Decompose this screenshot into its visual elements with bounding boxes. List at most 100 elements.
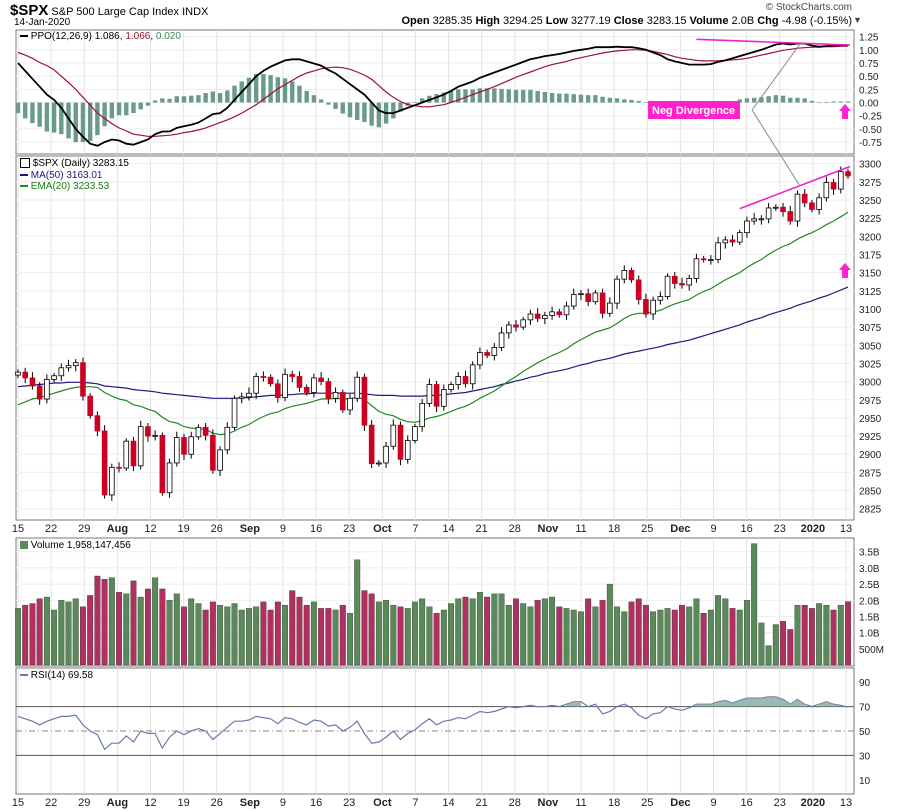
copyright: © StockCharts.com xyxy=(765,2,852,13)
ma-swatch xyxy=(20,174,28,177)
price-tick-label: 3150 xyxy=(859,269,882,280)
candle-body xyxy=(210,434,216,471)
ppo-hist-bar xyxy=(744,98,750,103)
volume-bar xyxy=(231,603,238,666)
candle-body xyxy=(505,324,512,334)
volume-bar xyxy=(534,600,541,666)
price-tick-label: 3275 xyxy=(859,178,882,189)
x-tick-label: 22 xyxy=(45,523,57,535)
candle-body xyxy=(758,218,765,221)
x-tick-label: 23 xyxy=(343,523,355,535)
ppo-hist-bar xyxy=(549,93,555,103)
ppo-hist-bar xyxy=(585,95,591,103)
volume-bar xyxy=(274,601,281,666)
candle-body xyxy=(94,415,101,432)
ppo-hist-bar xyxy=(66,102,71,139)
volume-bar xyxy=(383,600,390,666)
ppo-hist-bar xyxy=(369,102,374,126)
ppo-hist-bar xyxy=(326,102,331,105)
index-name: S&P 500 Large Cap Index xyxy=(51,6,180,18)
price-tick-label: 2825 xyxy=(859,505,882,516)
volume-bar xyxy=(765,645,772,666)
ppo-hist-bar xyxy=(737,99,742,103)
ppo-hist-bar xyxy=(80,102,86,143)
volume-bar xyxy=(527,606,534,666)
candle-body xyxy=(773,206,779,209)
ppo-hist-bar xyxy=(845,101,851,103)
chevron-down-icon[interactable]: ▼ xyxy=(853,15,862,25)
volume-bar xyxy=(823,604,830,666)
volume-bar xyxy=(390,604,397,666)
price-tick-label: 2900 xyxy=(859,450,882,461)
ppo-hist-bar xyxy=(780,95,786,103)
candle-body xyxy=(101,430,108,496)
volume-bar xyxy=(303,604,310,666)
volume-label: Volume xyxy=(689,15,729,27)
x-tick-label: 15 xyxy=(12,797,24,809)
ema20-line xyxy=(17,211,849,436)
ppo-hist-bar xyxy=(391,102,396,119)
rsi-tick-label: 10 xyxy=(859,776,871,787)
price-tick-label: 3050 xyxy=(859,341,882,352)
price-swatch xyxy=(20,158,30,169)
volume-bar xyxy=(152,577,159,666)
candle-body xyxy=(744,220,750,234)
x-tick-label: 13 xyxy=(840,797,852,809)
ppo-hist-bar xyxy=(181,96,187,103)
price-legend: $SPX (Daily) 3283.15 xyxy=(20,158,129,169)
candle-body xyxy=(130,440,137,467)
ppo-hist-bar xyxy=(160,98,165,103)
volume-bar xyxy=(325,608,332,666)
volume-bar xyxy=(43,596,50,666)
candle-body xyxy=(607,302,613,314)
header-quote: Open 3285.35 High 3294.25 Low 3277.19 Cl… xyxy=(401,15,852,27)
candle-body xyxy=(123,440,130,469)
ppo-hist-bar xyxy=(600,96,605,103)
x-tick-label: 12 xyxy=(144,797,156,809)
volume-bar xyxy=(794,604,801,666)
x-tick-label: 29 xyxy=(78,797,90,809)
x-tick-label: 16 xyxy=(310,797,322,809)
volume-bar xyxy=(599,600,606,666)
volume-bar xyxy=(87,595,94,666)
volume-bar xyxy=(592,606,599,666)
rsi-overbought-fill xyxy=(725,700,733,707)
ppo-swatch xyxy=(20,35,28,38)
ppo-hist-value: 0.020 xyxy=(155,31,181,42)
candle-body xyxy=(484,352,490,356)
x-tick-label: 11 xyxy=(575,797,586,809)
volume-bar xyxy=(58,600,65,666)
ppo-signal-value: 1.066 xyxy=(125,31,151,42)
ppo-hist-bar xyxy=(196,95,201,103)
rsi-overbought-fill xyxy=(703,704,711,707)
volume-bar xyxy=(808,608,815,666)
candle-body xyxy=(643,299,649,315)
ppo-line xyxy=(17,42,848,147)
ppo-hist-bar xyxy=(419,98,425,103)
ppo-tick-label: 1.00 xyxy=(859,46,879,57)
volume-legend: Volume 1,958,147,456 xyxy=(20,540,131,551)
candle-body xyxy=(80,362,86,397)
ppo-hist-bar xyxy=(398,102,403,112)
ppo-hist-bar xyxy=(51,102,57,133)
candle-body xyxy=(354,376,361,399)
volume-bar xyxy=(671,609,678,666)
rsi-legend: RSI(14) 69.58 xyxy=(20,670,93,681)
candle-body xyxy=(455,376,462,385)
ppo-hist-bar xyxy=(434,94,439,103)
volume-bar xyxy=(404,608,411,666)
volume-bar xyxy=(693,598,700,666)
volume-bar xyxy=(513,598,519,666)
rsi-overbought-fill xyxy=(710,701,719,707)
candle-body xyxy=(253,376,259,394)
price-tick-label: 2925 xyxy=(859,432,882,443)
ppo-hist-bar xyxy=(347,102,353,118)
ppo-hist-bar xyxy=(470,89,475,103)
price-tick-label: 3100 xyxy=(859,305,882,316)
rsi-overbought-fill xyxy=(739,698,747,707)
ppo-legend-label: PPO(12,26,9) xyxy=(30,31,92,42)
candle-body xyxy=(693,258,700,279)
ema-legend-label: EMA(20) 3233.53 xyxy=(30,181,110,192)
open-label: Open xyxy=(401,15,430,27)
